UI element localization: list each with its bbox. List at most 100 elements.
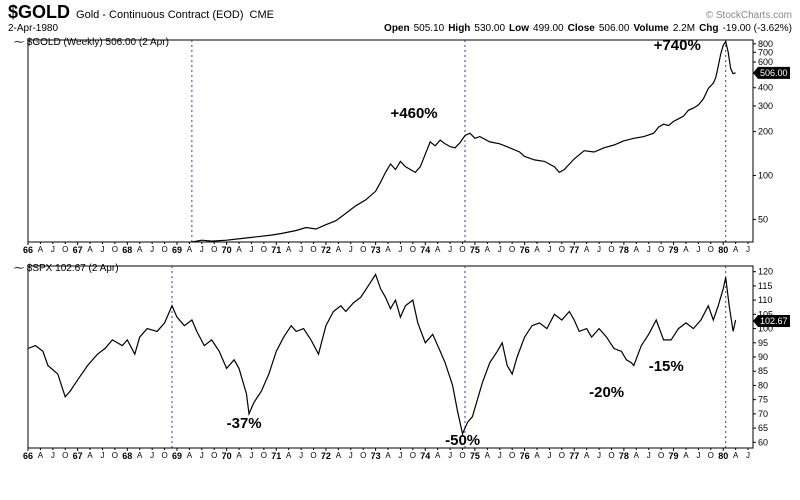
svg-text:O: O [161,245,167,254]
chart-stats-row: 2-Apr-1980 Open505.10 High530.00 Low499.… [0,23,800,34]
svg-text:71: 71 [271,451,281,461]
svg-text:A: A [38,245,44,254]
svg-text:115: 115 [758,281,772,291]
svg-text:O: O [708,245,714,254]
svg-text:A: A [733,451,739,460]
svg-text:O: O [459,451,465,460]
svg-text:68: 68 [122,451,132,461]
svg-text:67: 67 [73,245,83,255]
chart-annotation: -37% [227,415,262,432]
chart-annotation: -15% [649,358,684,375]
svg-text:79: 79 [669,245,679,255]
svg-text:O: O [261,451,267,460]
svg-text:A: A [584,245,590,254]
gold-subtitle: ⁓ $GOLD (Weekly) 506.00 (2 Apr) [14,37,169,48]
svg-text:O: O [459,245,465,254]
svg-text:O: O [708,451,714,460]
svg-text:A: A [534,451,540,460]
svg-text:A: A [336,245,342,254]
svg-text:O: O [211,245,217,254]
svg-text:73: 73 [371,451,381,461]
svg-text:75: 75 [470,451,480,461]
svg-text:O: O [559,451,565,460]
svg-text:J: J [398,451,402,460]
exchange: CME [250,9,274,21]
svg-text:O: O [410,245,416,254]
svg-text:J: J [547,245,551,254]
svg-text:O: O [112,451,118,460]
svg-text:70: 70 [222,245,232,255]
svg-text:78: 78 [619,451,629,461]
svg-text:70: 70 [758,409,768,419]
svg-text:O: O [360,451,366,460]
svg-text:J: J [597,451,601,460]
svg-text:A: A [187,245,193,254]
svg-text:J: J [150,245,154,254]
svg-text:90: 90 [758,352,768,362]
svg-text:69: 69 [172,245,182,255]
svg-text:O: O [161,451,167,460]
svg-text:J: J [200,245,204,254]
chart-annotation: +460% [391,105,438,122]
svg-text:J: J [100,245,104,254]
svg-text:79: 79 [669,451,679,461]
svg-text:J: J [150,451,154,460]
svg-text:A: A [485,451,491,460]
svg-text:72: 72 [321,451,331,461]
svg-text:J: J [249,451,253,460]
svg-text:65: 65 [758,423,768,433]
svg-text:80: 80 [718,451,728,461]
svg-text:J: J [51,451,55,460]
svg-text:O: O [658,451,664,460]
svg-text:69: 69 [172,451,182,461]
svg-text:J: J [349,245,353,254]
svg-text:O: O [559,245,565,254]
chart-date: 2-Apr-1980 [8,23,58,34]
svg-text:73: 73 [371,245,381,255]
svg-text:J: J [647,245,651,254]
svg-text:O: O [509,451,515,460]
svg-text:J: J [398,245,402,254]
svg-text:J: J [746,245,750,254]
svg-text:74: 74 [420,245,430,255]
svg-text:J: J [597,245,601,254]
gold-price-panel: ⁓ $GOLD (Weekly) 506.00 (2 Apr) 50100200… [8,35,792,260]
svg-text:O: O [310,245,316,254]
svg-text:A: A [634,245,640,254]
svg-text:J: J [448,245,452,254]
svg-text:78: 78 [619,245,629,255]
svg-text:J: J [547,451,551,460]
svg-text:J: J [498,245,502,254]
svg-text:102.67: 102.67 [760,316,788,326]
svg-text:J: J [696,245,700,254]
svg-text:O: O [211,451,217,460]
svg-text:A: A [38,451,44,460]
svg-text:110: 110 [758,295,772,305]
svg-text:76: 76 [520,451,530,461]
svg-text:J: J [448,451,452,460]
svg-text:60: 60 [758,437,768,447]
svg-text:A: A [137,451,143,460]
svg-text:O: O [608,451,614,460]
svg-text:A: A [584,451,590,460]
wiggle-icon: ⁓ [14,263,24,274]
svg-text:O: O [360,245,366,254]
svg-text:506.00: 506.00 [760,68,788,78]
chart-annotation: +740% [654,37,701,54]
svg-text:100: 100 [758,171,773,181]
svg-text:120: 120 [758,267,773,277]
svg-text:O: O [509,245,515,254]
svg-text:J: J [349,451,353,460]
svg-text:J: J [498,451,502,460]
svg-text:600: 600 [758,57,773,67]
svg-text:A: A [733,245,739,254]
svg-text:80: 80 [718,245,728,255]
svg-text:A: A [435,451,441,460]
svg-text:J: J [200,451,204,460]
svg-text:80: 80 [758,380,768,390]
svg-text:O: O [608,245,614,254]
svg-text:A: A [286,245,292,254]
svg-text:800: 800 [758,39,773,49]
svg-text:O: O [62,245,68,254]
svg-text:O: O [410,451,416,460]
